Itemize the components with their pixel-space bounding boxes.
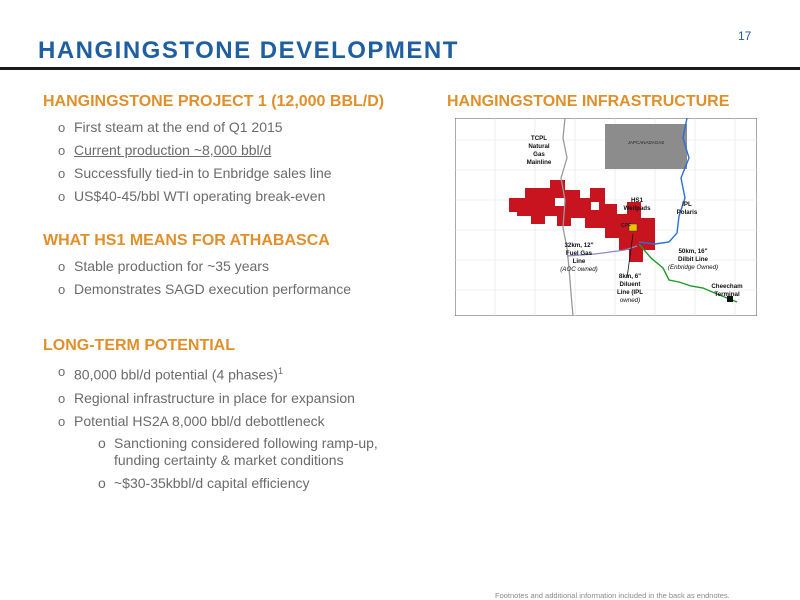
tcpl-pipeline <box>560 118 574 316</box>
bullet-item: o Potential HS2A 8,000 bbl/d debottleneck <box>43 410 423 433</box>
bullet-list: o First steam at the end of Q1 2015 o Curr… <box>43 116 384 208</box>
cpf-icon <box>628 223 638 232</box>
diluent-label: 8km, 6" Diluent Line (IPL owned) <box>617 273 643 304</box>
infrastructure-map: JAPCANADAGAS CPF TCPL Natural Gas Mainline … <box>455 118 757 316</box>
bullet-text: Current production ~8,000 bbl/d <box>74 142 272 158</box>
section-heading: HANGINGSTONE PROJECT 1 (12,000 BBL/D) <box>43 93 385 110</box>
bullet-marker-icon: o <box>58 189 66 204</box>
bullet-item: o Stable production for ~35 years <box>43 255 351 278</box>
sub-bullet-item: o ~$30-35kbbl/d capital efficiency <box>43 475 423 492</box>
bullet-marker-icon: o <box>58 413 66 429</box>
bullet-list: o 80,000 bbl/d potential (4 phases)1 o Reg… <box>43 360 423 433</box>
section-long-term: LONG-TERM POTENTIAL o 80,000 bbl/d potent… <box>43 337 423 498</box>
sub-bullet-item: o Sanctioning considered following ramp-u… <box>43 435 423 469</box>
gray-lease-block <box>605 124 687 169</box>
section-heading: WHAT HS1 MEANS FOR ATHABASCA <box>43 232 330 249</box>
footnote-ref: 1 <box>277 366 283 376</box>
footnote: Footnotes and additional information inc… <box>495 591 730 600</box>
terminal-icon <box>727 296 733 302</box>
bullet-list: o Stable production for ~35 years o Demons… <box>43 255 351 301</box>
ipl-polaris-label: IPL Polaris <box>677 201 698 216</box>
hs1-wellpads-label: HS1 Wellpads <box>623 197 651 212</box>
bullet-text: Regional infrastructure in place for exp… <box>74 389 355 406</box>
bullet-marker-icon: o <box>58 166 66 181</box>
sub-bullet-list: o Sanctioning considered following ramp-u… <box>43 435 423 492</box>
bullet-text: First steam at the end of Q1 2015 <box>74 119 283 135</box>
bullet-marker-icon: o <box>58 282 66 297</box>
bullet-item: o 80,000 bbl/d potential (4 phases)1 <box>43 360 423 387</box>
bullet-item: o First steam at the end of Q1 2015 <box>43 116 384 139</box>
gray-block-label: JAPCANADAGAS <box>628 140 665 145</box>
bullet-text: Potential HS2A 8,000 bbl/d debottleneck <box>74 412 325 429</box>
bullet-item: o Demonstrates SAGD execution performance <box>43 278 351 301</box>
dilbit-line <box>638 243 738 303</box>
bullet-item: o Successfully tied-in to Enbridge sales … <box>43 162 384 185</box>
page-title: HANGINGSTONE DEVELOPMENT <box>38 37 459 64</box>
bullet-marker-icon: o <box>98 434 106 451</box>
dilbit-label: 50km, 16" Dilbit Line (Enbridge Owned) <box>668 248 718 271</box>
bullet-marker-icon: o <box>58 364 66 379</box>
bullet-text: US$40-45/bbl WTI operating break-even <box>74 188 326 204</box>
section-heading: LONG-TERM POTENTIAL <box>43 337 235 354</box>
sub-bullet-text: Sanctioning considered following ramp-up… <box>114 434 378 468</box>
title-divider <box>0 67 800 70</box>
bullet-text: 80,000 bbl/d potential (4 phases) <box>74 366 278 383</box>
bullet-text: Successfully tied-in to Enbridge sales l… <box>74 165 332 181</box>
lease-areas <box>509 180 655 262</box>
bullet-item: o Regional infrastructure in place for ex… <box>43 387 423 410</box>
page-number: 17 <box>738 29 752 43</box>
bullet-text: Demonstrates SAGD execution performance <box>74 281 352 297</box>
bullet-text: Stable production for ~35 years <box>74 258 269 274</box>
ipl-polaris-line <box>638 118 690 245</box>
fuel-gas-label: 32km, 12" Fuel Gas Line (AOC owned) <box>560 242 597 273</box>
bullet-item: o Current production ~8,000 bbl/d <box>43 139 384 162</box>
map-title: HANGINGSTONE INFRASTRUCTURE <box>447 93 730 110</box>
bullet-marker-icon: o <box>58 143 66 158</box>
diluent-callout-arrow <box>626 233 634 279</box>
bullet-marker-icon: o <box>98 474 106 491</box>
sub-bullet-text: ~$30-35kbbl/d capital efficiency <box>114 474 310 491</box>
bullet-marker-icon: o <box>58 259 66 274</box>
bullet-marker-icon: o <box>58 390 66 406</box>
bullet-item: o US$40-45/bbl WTI operating break-even <box>43 185 384 208</box>
section-athabasca: WHAT HS1 MEANS FOR ATHABASCA o Stable pro… <box>43 232 351 301</box>
bullet-marker-icon: o <box>58 120 66 135</box>
cpf-label: CPF <box>621 223 631 229</box>
tcpl-label: TCPL Natural Gas Mainline <box>527 135 552 166</box>
cheecham-label: Cheecham Terminal <box>711 283 743 298</box>
